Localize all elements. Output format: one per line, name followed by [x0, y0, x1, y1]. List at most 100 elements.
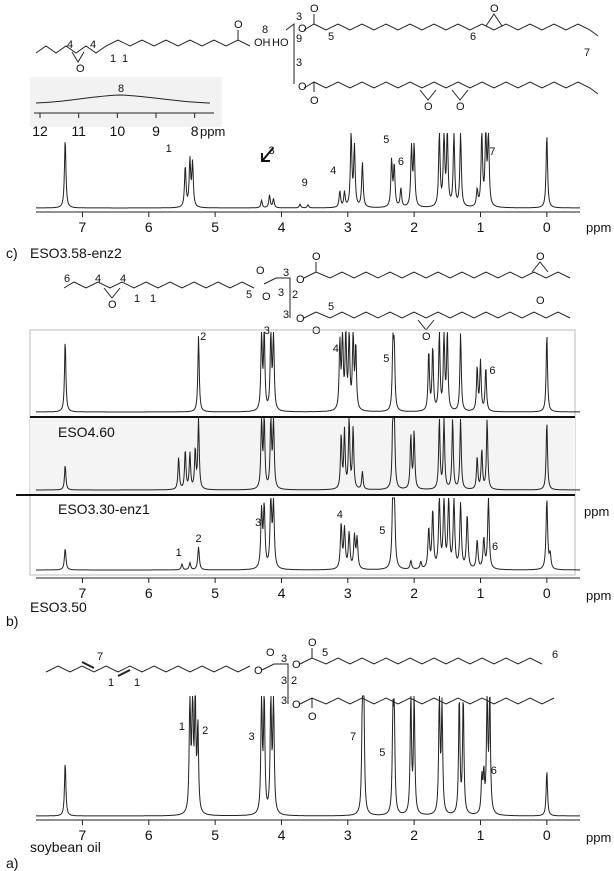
panel-c: 4 4 1 1 8 OH 3 9 HO 3 5 6 7 O O O O O O … — [6, 3, 611, 261]
structure-a-label: 5 — [322, 647, 328, 659]
series-label-eso4-60: ESO4.60 — [58, 424, 115, 440]
structure-c-oxygen: O — [310, 95, 319, 107]
structure-c-oxygen: O — [76, 63, 85, 75]
structure-a-label: 7 — [97, 651, 103, 663]
x-tick-label: 4 — [278, 827, 286, 843]
x-tick-label: 5 — [211, 585, 219, 601]
x-tick-label: 6 — [145, 585, 153, 601]
series-label-soybean-oil: soybean oil — [30, 839, 101, 855]
x-tick-label: 6 — [145, 827, 153, 843]
structure-c-epoxide-bottom-1 — [419, 89, 437, 101]
structure-a-oxygen: O — [308, 711, 317, 723]
panel-b-letter: b) — [6, 613, 18, 629]
x-tick-label: 4 — [278, 585, 286, 601]
structure-b-oxygen: O — [422, 331, 431, 343]
spectrum-trace-eso4-60 — [36, 330, 580, 413]
structure-a-oxygen: O — [308, 637, 317, 649]
panel-b-axis-unit-upper: ppm — [584, 504, 609, 519]
structure-a-label: 3 — [281, 695, 287, 707]
structure-c-label: 4 — [90, 39, 96, 51]
structure-c-label: 1 — [110, 53, 116, 65]
structure-a-oxygen: O — [292, 699, 301, 711]
structure-c-label: 5 — [328, 31, 334, 43]
structure-b-label: 6 — [64, 273, 70, 285]
structure-a-label: 6 — [552, 649, 558, 661]
peak-label: 5 — [379, 747, 385, 759]
structure-b-oxygen: O — [536, 251, 545, 263]
structure-b-label: 2 — [292, 289, 298, 301]
x-tick-label: 7 — [79, 219, 87, 235]
structure-c-oxygen: O — [310, 3, 319, 15]
peak-label: 4 — [337, 509, 343, 521]
inset-c-peak-label: 8 — [118, 83, 124, 95]
peak-label: 4 — [333, 343, 339, 355]
peak-label: 6 — [491, 765, 497, 777]
x-tick-label: 7 — [79, 585, 87, 601]
x-tick-label: 0 — [543, 827, 551, 843]
structure-a-ester-bottom — [299, 697, 555, 705]
structure-b-label: 3 — [283, 267, 289, 279]
structure-c-oxygen: O — [424, 101, 433, 113]
structure-b-oxygen: O — [296, 274, 305, 286]
panel-c-letter: c) — [6, 245, 18, 261]
structure-c-oxygen: O — [298, 81, 307, 93]
x-tick-label: 1 — [477, 585, 485, 601]
x-tick-label: 3 — [344, 585, 352, 601]
spectrum-trace-soybean-oil — [36, 695, 580, 817]
peak-label: 6 — [398, 156, 404, 168]
panel-a-letter: a) — [6, 855, 18, 871]
x-tick-label: 1 — [477, 219, 485, 235]
inset-c-trace — [35, 94, 211, 104]
structure-a-label: 2 — [291, 675, 297, 687]
structure-c-label: 3 — [296, 11, 302, 23]
peak-label: 2 — [202, 725, 208, 737]
peak-label: 9 — [302, 177, 308, 189]
structure-b-ester-bottom — [303, 311, 571, 319]
structure-c-epoxide — [71, 51, 85, 63]
peak-label: 3 — [255, 517, 261, 529]
inset-c: 12 11 10 9 8 8 ppm — [30, 77, 225, 139]
structure-c — [35, 13, 599, 101]
structure-a-glycerol — [261, 663, 289, 704]
structure-c-oxygen: O — [234, 19, 243, 31]
peak-label: 7 — [350, 731, 356, 743]
x-tick-label: 3 — [344, 827, 352, 843]
structure-b-oxygen: O — [296, 313, 305, 325]
structure-b-epoxide-bottom — [417, 319, 435, 331]
structure-a-ester-top — [299, 657, 543, 665]
structure-c-label: 8 — [262, 24, 268, 36]
structure-b-oxygen: O — [108, 299, 117, 311]
peak-label: 6 — [489, 365, 495, 377]
structure-a-double-bond-1 — [81, 661, 95, 669]
structure-b-label: 4 — [95, 273, 101, 285]
structure-c-text: 4 4 1 1 8 OH 3 9 HO 3 5 6 7 O O O O O O … — [67, 3, 590, 113]
peak-label: 1 — [166, 143, 172, 155]
peak-label: 1 — [176, 547, 182, 559]
x-axis-ticks-b: 7 6 5 4 3 2 1 0 — [79, 578, 551, 601]
panel-c-sample-label: ESO3.58-enz2 — [30, 245, 122, 261]
inset-tick-label: 12 — [32, 123, 48, 139]
x-tick-label: 2 — [410, 585, 418, 601]
peak-label: 5 — [383, 134, 389, 146]
structure-b-label: 3 — [283, 309, 289, 321]
structure-c-glycerol — [285, 23, 295, 84]
peak-label: 2 — [195, 533, 201, 545]
structure-c-oxygen: O — [298, 23, 307, 35]
structure-c-label: 6 — [470, 31, 476, 43]
structure-b-label: 5 — [246, 289, 252, 301]
spectrum-trace-eso3-50 — [36, 497, 580, 571]
peak-label: 5 — [379, 525, 385, 537]
structure-a-label: 3 — [281, 653, 287, 665]
structure-c-label: OH — [254, 37, 271, 49]
x-tick-label: 5 — [211, 219, 219, 235]
structure-b-epoxide — [103, 287, 121, 299]
panel-b-axis-unit: ppm — [586, 588, 611, 603]
inset-tick-label: 8 — [191, 123, 199, 139]
peak-label: 4 — [330, 165, 336, 177]
structure-a-chain — [45, 665, 251, 673]
structure-c-label: 7 — [584, 47, 590, 59]
structure-b-label: 4 — [120, 273, 126, 285]
peak-label: 2 — [200, 331, 206, 343]
